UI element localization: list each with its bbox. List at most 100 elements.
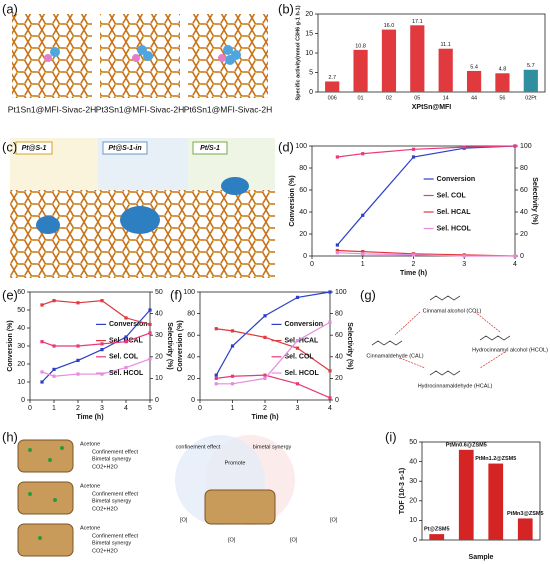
marker <box>335 251 339 255</box>
h-label: Bimetal synergy <box>92 498 131 504</box>
legend-label: Sel. HCAL <box>285 337 320 344</box>
legend-label: Sel. COL <box>109 354 139 361</box>
marker <box>100 348 104 352</box>
marker <box>295 339 300 343</box>
panel-label: (b) <box>278 1 294 16</box>
x-tick-label: 0 <box>310 261 314 268</box>
mechanism-illustration <box>17 435 295 557</box>
y2-tick-label: 0 <box>520 253 524 260</box>
y-tick-label: 50 <box>17 307 25 314</box>
value-label: 4.8 <box>499 67 507 73</box>
h-label: [O] <box>290 537 298 543</box>
x-tick-label: 44 <box>471 95 477 101</box>
marker <box>263 335 267 339</box>
y-tick-label: 60 <box>299 187 307 194</box>
marker <box>335 155 339 159</box>
y2-tick-label: 60 <box>335 332 343 339</box>
marker <box>148 322 152 326</box>
h-label: Bimetal synergy <box>92 456 131 462</box>
y2-tick-label: 0 <box>155 397 159 404</box>
marker <box>328 369 332 373</box>
marker <box>328 396 332 400</box>
x-tick-label: 4 <box>328 405 332 412</box>
panel-label: (f) <box>170 287 182 302</box>
panel-label: (i) <box>385 429 397 444</box>
marker <box>335 243 339 247</box>
y2-tick-label: 20 <box>335 375 343 382</box>
value-label: 10.8 <box>355 43 366 49</box>
y-tick-label: 50 <box>409 439 417 446</box>
x-axis-label: Time (h) <box>251 414 278 421</box>
compound-label: Hydrocinnamyl alcohol (HCOL) <box>472 347 548 353</box>
y2-tick-label: 30 <box>155 332 163 339</box>
value-label: 5.4 <box>470 64 478 70</box>
marker <box>230 344 235 348</box>
marker <box>76 301 80 305</box>
h-label: Acetone <box>80 441 100 447</box>
x-tick-label: 3 <box>100 405 104 412</box>
bar <box>353 49 368 92</box>
marker <box>295 346 300 350</box>
y-tick-label: 0 <box>309 89 313 96</box>
marker <box>40 340 44 344</box>
y2-tick-label: 100 <box>520 143 532 150</box>
marker <box>214 373 218 377</box>
compound-label: Cinnamaldehyde (CAL) <box>366 353 423 359</box>
marker <box>76 358 80 362</box>
marker <box>52 374 56 378</box>
marker <box>513 254 517 258</box>
marker <box>124 316 128 320</box>
y2-tick-label: 60 <box>520 187 528 194</box>
h-label: [O] <box>228 537 236 543</box>
y-axis-label: Conversion (%) <box>177 320 184 371</box>
legend-label: Sel. COL <box>285 354 315 361</box>
h-label: [O] <box>330 517 338 523</box>
y2-tick-label: 40 <box>520 209 528 216</box>
compound-label: Cinnamal alcohol (COL) <box>423 308 482 314</box>
y2-tick-label: 20 <box>155 354 163 361</box>
bar <box>488 463 504 540</box>
bar-label: PtMn1.2@ZSM5 <box>475 456 516 462</box>
y-tick-label: 0 <box>303 253 307 260</box>
catalyst-label: Pt/S-1 <box>200 145 220 152</box>
marker <box>295 382 300 386</box>
marker <box>295 295 300 299</box>
x-tick-label: 2 <box>76 405 80 412</box>
series-line <box>41 309 151 383</box>
panel-label: (c) <box>2 139 17 154</box>
x-tick-label: 3 <box>462 261 466 268</box>
h-label: bimetal synergy <box>253 444 292 450</box>
marker <box>100 299 104 303</box>
y-tick-label: 10 <box>17 379 25 386</box>
bar <box>458 449 474 540</box>
bar-label: Pt@ZSM5 <box>424 527 450 533</box>
marker <box>263 373 267 377</box>
zeolite-images <box>12 14 268 98</box>
legend-label: Sel. HCOL <box>437 225 472 232</box>
marker <box>462 254 466 258</box>
bar <box>517 518 533 540</box>
caption: Pt1Sn1@MFI-Sivac-2H <box>8 104 96 114</box>
x-tick-label: 1 <box>361 261 365 268</box>
y-tick-label: 0 <box>413 537 417 544</box>
y-tick-label: 20 <box>305 11 313 18</box>
y-axis-label: TOF (10-3 s-1) <box>399 468 406 515</box>
plot-frame <box>317 13 546 93</box>
h-label: [O] <box>180 517 188 523</box>
y2-axis-label: Selectivity (%) <box>346 322 353 369</box>
marker <box>361 213 365 217</box>
plot-frame <box>421 441 541 541</box>
value-label: 5.7 <box>527 63 535 69</box>
x-tick-label: 006 <box>328 95 337 101</box>
compound-label: Hydrocinnamaldehyde (HCAL) <box>418 383 493 389</box>
h-label: Confinement effect <box>92 449 139 455</box>
y2-tick-label: 20 <box>520 231 528 238</box>
y-tick-label: 40 <box>409 458 417 465</box>
bar <box>523 69 538 92</box>
caption: Pt6Sn1@MFI-Sivac-2H <box>184 104 272 114</box>
x-tick-label: 1 <box>52 405 56 412</box>
y2-tick-label: 0 <box>335 397 339 404</box>
h-label: Acetone <box>80 525 100 531</box>
bar <box>466 70 482 92</box>
marker <box>100 372 104 376</box>
